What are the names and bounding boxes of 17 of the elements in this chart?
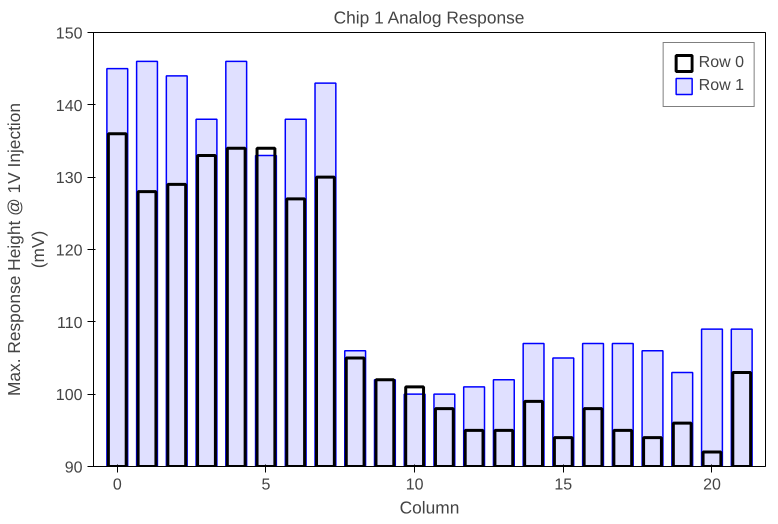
x-tick-label: 20 <box>703 476 721 494</box>
y-axis-title: Max. Response Height @ 1V Injection (mV) <box>4 102 48 396</box>
legend-label: Row 0 <box>698 54 744 72</box>
x-tick-label: 0 <box>112 476 122 494</box>
y-tick-label: 110 <box>56 314 83 332</box>
y-tick-label: 150 <box>56 26 83 42</box>
y-tick-label: 130 <box>56 170 83 188</box>
x-axis-title: Column <box>400 498 460 518</box>
chart-title: Chip 1 Analog Response <box>334 8 524 28</box>
legend-label: Row 1 <box>698 77 744 95</box>
y-tick-label: 100 <box>56 387 83 404</box>
y-tick-label: 120 <box>56 242 83 260</box>
x-tick-label: 15 <box>554 476 572 494</box>
y-tick-label: 140 <box>56 98 83 115</box>
x-tick-label: 5 <box>262 476 271 494</box>
x-tick-label: 10 <box>406 476 424 494</box>
y-tick-label: 90 <box>64 460 83 476</box>
